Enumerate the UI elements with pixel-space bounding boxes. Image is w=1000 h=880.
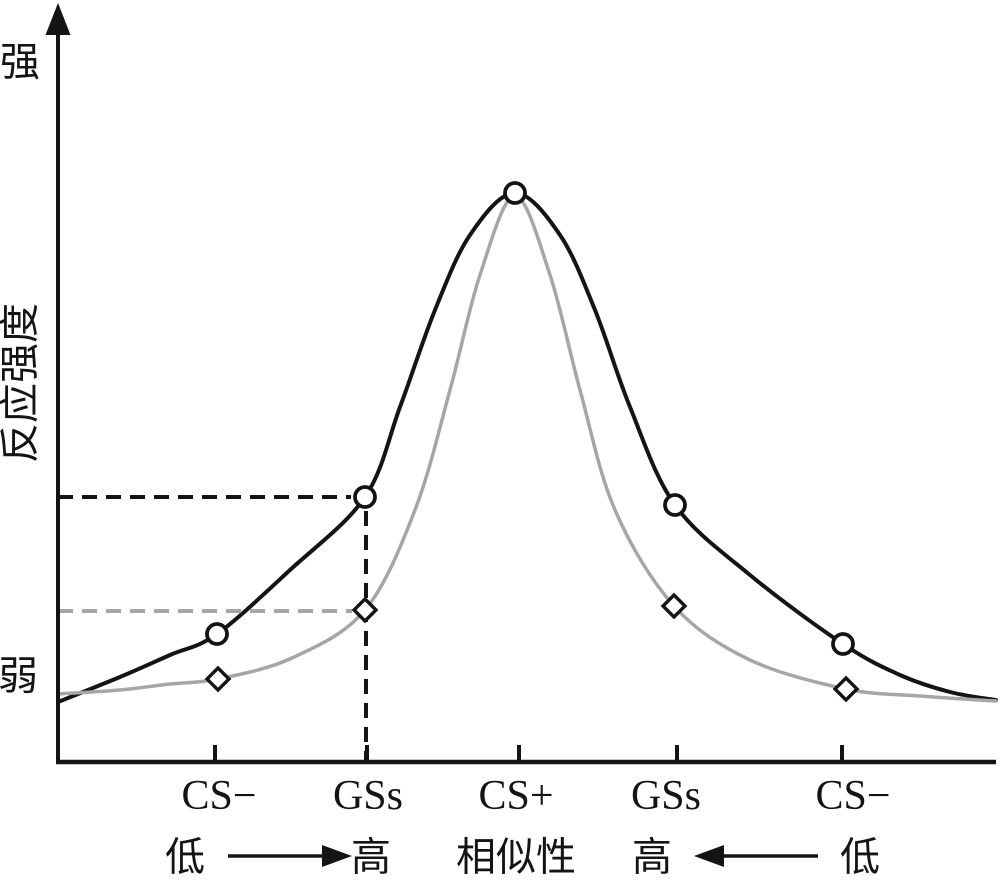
similarity-label: 低: [840, 835, 880, 880]
arrow-left-icon: [694, 845, 724, 867]
x-category-label: CS+: [478, 773, 553, 819]
similarity-label: 高: [632, 835, 672, 880]
circle-marker: [503, 181, 527, 205]
y-axis-title: 反应强度: [0, 303, 43, 463]
circle-marker: [831, 632, 855, 656]
y-axis-bottom-label: 弱: [0, 654, 38, 699]
x-category-label: GSs: [631, 773, 701, 819]
curves: [56, 190, 998, 704]
x-category-label: CS−: [815, 773, 890, 819]
arrow-right-icon: [322, 845, 352, 867]
y-axis-top-label: 强: [0, 40, 40, 85]
diamond-marker: [660, 592, 688, 620]
x-category-label: GSs: [333, 773, 403, 819]
diamond-marker: [351, 596, 379, 624]
axes: [45, 3, 996, 765]
narrow-generalization-gradient-curve: [56, 194, 998, 703]
circle-marker: [353, 485, 377, 509]
data-point-markers: [204, 181, 860, 703]
circle-marker: [205, 622, 229, 646]
similarity-label: 高: [351, 835, 391, 880]
similarity-direction-arrows: [228, 845, 818, 867]
diamond-marker: [832, 675, 860, 703]
x-axis-ticks: [213, 745, 844, 762]
x-axis-category-labels: CS− GSs CS+ GSs CS−: [181, 773, 890, 819]
x-category-label: CS−: [181, 773, 256, 819]
x-axis-similarity-labels: 低 高 相似性 高 低: [165, 835, 880, 880]
diamond-marker: [204, 665, 232, 693]
reference-dashed-lines: [58, 495, 368, 760]
similarity-label: 低: [165, 835, 205, 880]
similarity-label: 相似性: [456, 835, 576, 880]
y-axis-arrowhead-icon: [45, 3, 71, 35]
circle-marker: [663, 493, 687, 517]
broad-generalization-gradient-curve: [56, 190, 998, 704]
